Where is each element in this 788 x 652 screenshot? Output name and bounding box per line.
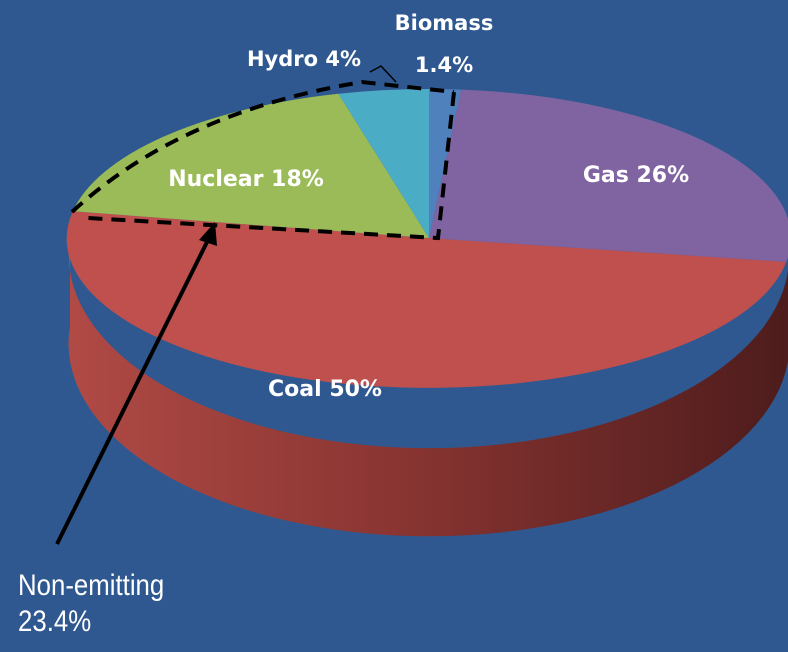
label-hydro: Hydro 4% <box>247 47 361 71</box>
pie-slices <box>66 88 788 388</box>
slice-coal <box>66 211 787 388</box>
callout-arrowhead <box>199 222 217 246</box>
non-emitting-dashed-outline <box>70 79 456 241</box>
label-coal: Coal 50% <box>268 377 382 402</box>
callout-title: Non-emitting <box>18 569 165 602</box>
slice-gas <box>429 89 788 262</box>
non-emitting-callout: Non-emitting 23.4% <box>18 568 164 640</box>
label-nuclear: Nuclear 18% <box>168 167 324 192</box>
label-biomass-value: 1.4% <box>415 53 473 77</box>
callout-value: 23.4% <box>18 605 92 638</box>
label-biomass: Biomass <box>395 11 494 35</box>
label-gas: Gas 26% <box>583 163 689 188</box>
coal-slice-side <box>68 240 788 537</box>
callout-arrow-line <box>55 235 212 545</box>
slice-hydro <box>338 88 429 238</box>
slice-nuclear <box>72 93 430 238</box>
hydro-leader-line <box>369 65 397 83</box>
